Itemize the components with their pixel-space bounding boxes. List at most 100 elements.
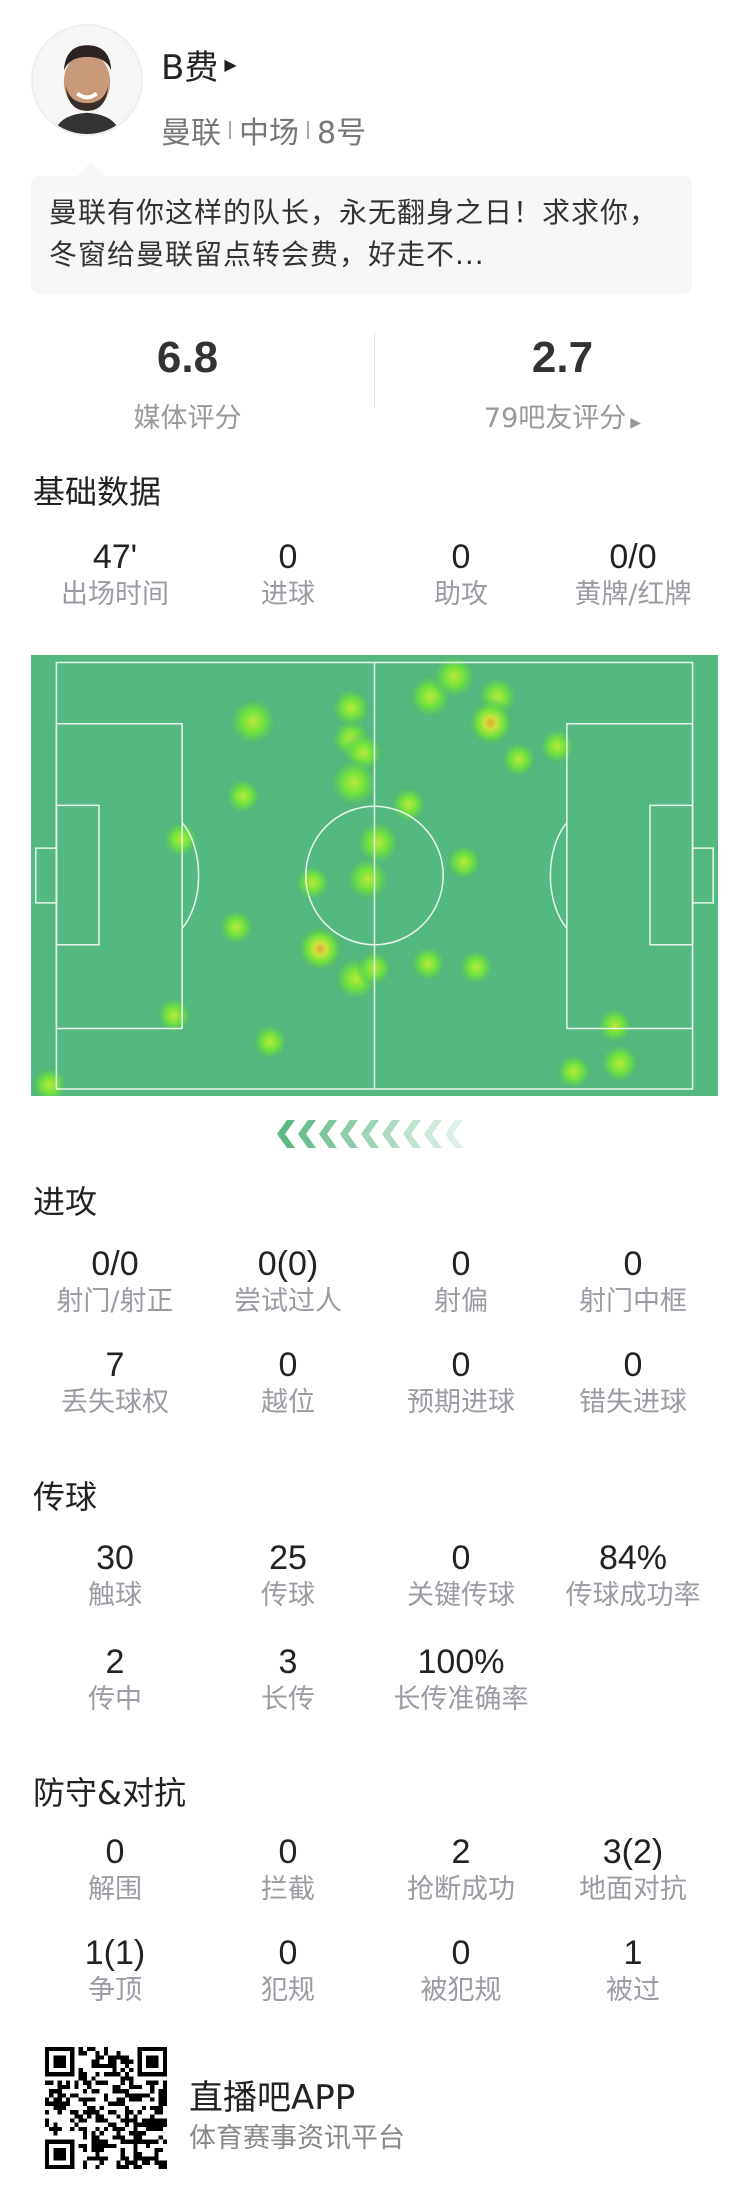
heat-spot: [330, 687, 372, 729]
stat-item: 2 传中: [29, 1642, 201, 1718]
stat-item: 25 传球: [202, 1538, 374, 1614]
stat-item: 47' 出场时间: [29, 537, 201, 613]
shirt-number: 8号: [317, 116, 367, 151]
stat-item: 0 犯规: [202, 1933, 374, 2009]
heat-spot: [596, 1006, 634, 1045]
player-avatar[interactable]: [31, 24, 143, 136]
stat-value: 30: [96, 1539, 134, 1577]
stat-value: 0(0): [257, 1245, 319, 1283]
stat-value: 7: [105, 1346, 125, 1384]
heat-spot: [445, 843, 483, 881]
stat-value: 2: [451, 1833, 471, 1871]
stat-label: 关键传球: [407, 1580, 515, 1611]
stat-item: 84% 传球成功率: [547, 1538, 719, 1614]
stat-value: 1(1): [84, 1934, 146, 1972]
stat-label: 争顶: [88, 1975, 142, 2006]
heat-spot: [431, 655, 477, 700]
player-name: B费: [161, 48, 219, 88]
separator: [307, 121, 309, 139]
heatmap-pitch: [31, 655, 718, 1096]
stat-label: 长传准确率: [393, 1684, 529, 1715]
chevron-left-icon: [319, 1120, 337, 1148]
stat-label: 越位: [261, 1387, 315, 1418]
heat-spot: [555, 1053, 593, 1091]
divider: [374, 332, 375, 408]
stat-value: 0: [623, 1346, 643, 1384]
stat-label: 传中: [88, 1684, 142, 1715]
heat-spot: [224, 777, 262, 815]
chevron-left-icon: [382, 1120, 400, 1148]
heat-spot: [390, 785, 428, 824]
stat-value: 0: [278, 1346, 298, 1384]
stat-item: 0 拦截: [202, 1832, 374, 1908]
stat-label: 抢断成功: [407, 1874, 515, 1905]
heat-spot: [155, 996, 193, 1034]
chevron-left-icon: [445, 1120, 463, 1148]
stat-label: 射门/射正: [56, 1286, 174, 1317]
stat-item: 0 解围: [29, 1832, 201, 1908]
separator: [229, 121, 231, 139]
team-name: 曼联: [161, 116, 221, 151]
stat-label: 出场时间: [61, 579, 169, 610]
pitch-markings: [36, 662, 713, 1088]
fan-rating[interactable]: 2.7 79吧友评分 ▶: [375, 330, 750, 435]
stat-item: 100% 长传准确率: [375, 1642, 547, 1718]
stat-value: 0/0: [609, 538, 657, 576]
stat-value: 47': [92, 538, 138, 576]
fan-rating-label: 79吧友评分: [483, 403, 627, 434]
stat-label: 被过: [606, 1975, 660, 2006]
stat-item: 30 触球: [29, 1538, 201, 1614]
qr-code: [45, 2047, 167, 2169]
heat-spot: [538, 727, 576, 765]
stat-label: 拦截: [261, 1874, 315, 1905]
stat-value: 0: [623, 1245, 643, 1283]
heat-spot: [355, 819, 401, 866]
heat-spot: [228, 696, 278, 747]
heat-spot: [294, 863, 332, 902]
section-title: 传球: [33, 1478, 98, 1516]
stat-item: 0 越位: [202, 1345, 374, 1421]
stat-label: 长传: [261, 1684, 315, 1715]
stat-label: 犯规: [261, 1975, 315, 2006]
player-position: 中场: [239, 116, 299, 151]
stat-value: 0: [451, 1245, 471, 1283]
stat-item: 2 抢断成功: [375, 1832, 547, 1908]
app-tagline: 体育赛事资讯平台: [189, 2123, 405, 2154]
stat-label: 解围: [88, 1874, 142, 1905]
fan-comment[interactable]: 曼联有你这样的队长，永无翻身之日！求求你，冬窗给曼联留点转会费，好走不...: [31, 162, 692, 294]
chevron-left-icon: [403, 1120, 421, 1148]
stat-item: 0/0 射门/射正: [29, 1244, 201, 1320]
stat-item: 0 射门中框: [547, 1244, 719, 1320]
player-photo: [33, 26, 141, 134]
player-name-link[interactable]: B费 ▶: [161, 40, 237, 89]
stat-value: 0: [451, 1539, 471, 1577]
stat-value: 0: [451, 1934, 471, 1972]
stat-value: 25: [269, 1539, 307, 1577]
fan-rating-value: 2.7: [531, 333, 594, 382]
section-title: 进攻: [33, 1183, 98, 1221]
stat-item: 0 错失进球: [547, 1345, 719, 1421]
heat-spot: [162, 820, 200, 858]
stat-value: 0: [451, 538, 471, 576]
stat-item: 3 长传: [202, 1642, 374, 1718]
heat-spot: [295, 923, 345, 974]
heat-spot: [31, 1066, 69, 1096]
heat-spot: [344, 856, 391, 902]
stat-value: 100%: [417, 1643, 505, 1681]
media-rating-value: 6.8: [156, 333, 219, 382]
stat-item: 1 被过: [547, 1933, 719, 2009]
stat-value: 3(2): [602, 1833, 664, 1871]
stat-value: 0: [105, 1833, 125, 1871]
stat-item: 1(1) 争顶: [29, 1933, 201, 2009]
stat-value: 3: [278, 1643, 298, 1681]
media-rating: 6.8 媒体评分: [0, 330, 375, 435]
heat-spot: [457, 948, 495, 986]
stat-value: 0/0: [91, 1245, 139, 1283]
stat-label: 传球成功率: [565, 1580, 701, 1611]
stat-value: 0: [451, 1346, 471, 1384]
stat-item: 0 射偏: [375, 1244, 547, 1320]
player-meta: 曼联 中场 8号: [161, 108, 366, 152]
stat-value: 2: [105, 1643, 125, 1681]
stat-label: 地面对抗: [579, 1874, 687, 1905]
heat-spot: [500, 740, 538, 779]
